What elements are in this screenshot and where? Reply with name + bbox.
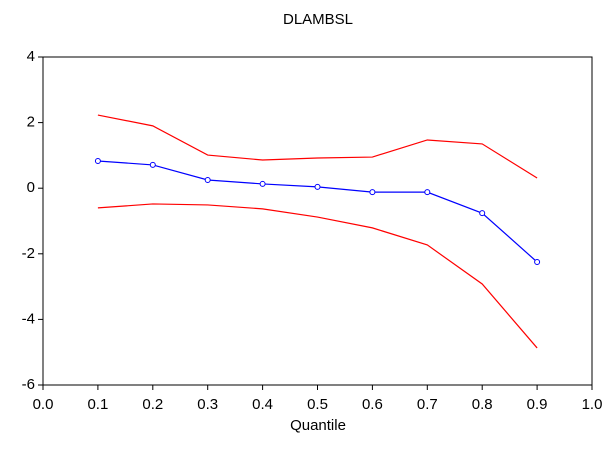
series-marker — [534, 259, 541, 265]
series-marker — [149, 161, 156, 168]
y-tick-label: -6 — [22, 376, 35, 393]
y-tick-label: 0 — [27, 179, 35, 196]
y-tick-label: 4 — [27, 48, 35, 65]
series-line — [97, 160, 538, 263]
plot-frame — [42, 56, 593, 386]
x-tick-label: 0.4 — [252, 396, 273, 413]
y-tick-label: -2 — [22, 245, 35, 262]
series-marker — [204, 177, 211, 183]
series-marker — [424, 189, 431, 196]
x-tick-label: 0.2 — [142, 396, 163, 413]
y-tick-label: -4 — [22, 310, 35, 327]
x-tick-label: 0.6 — [362, 396, 383, 413]
series-line — [97, 203, 538, 349]
series-marker — [369, 189, 376, 196]
chart-title: DLAMBSL — [283, 11, 353, 28]
x-tick-label: 0.9 — [527, 396, 548, 413]
series-marker — [314, 183, 321, 190]
series-marker — [94, 157, 101, 164]
y-tick-label: 2 — [27, 114, 35, 131]
x-tick-label: 0.0 — [33, 396, 54, 413]
series-marker — [259, 180, 266, 187]
x-tick-label: 0.7 — [417, 396, 438, 413]
x-axis-label: Quantile — [290, 417, 346, 434]
x-tick-label: 0.5 — [307, 396, 328, 413]
x-tick-label: 1.0 — [582, 396, 603, 413]
x-tick-label: 0.1 — [87, 396, 108, 413]
x-tick-label: 0.3 — [197, 396, 218, 413]
series-line — [97, 114, 538, 179]
x-tick-label: 0.8 — [472, 396, 493, 413]
series-marker — [479, 210, 486, 217]
